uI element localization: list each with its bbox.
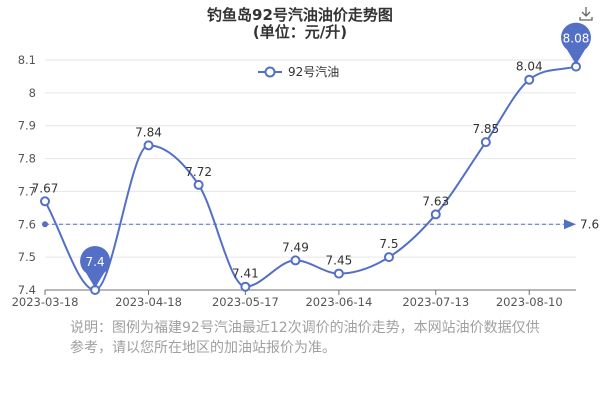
data-point <box>240 281 251 292</box>
x-tick-label: 2023-06-14 <box>305 295 372 309</box>
data-point <box>524 74 535 85</box>
data-label: 7.41 <box>232 267 259 281</box>
data-point <box>430 209 441 220</box>
x-tick-label: 2023-07-13 <box>402 295 469 309</box>
chart-subtitle: (单位：元/升) <box>253 23 347 41</box>
download-icon[interactable] <box>578 6 594 22</box>
y-tick-label: 8 <box>29 86 36 100</box>
data-labels-group: 7.67 7.84 7.72 7.41 7.49 7.45 7.5 7.63 7.85 8.04 <box>32 60 543 281</box>
min-pin-label: 7.4 <box>86 255 105 269</box>
series-line <box>44 65 577 292</box>
data-point <box>290 255 301 266</box>
max-pin: 8.08 <box>561 22 592 65</box>
average-line-arrow <box>564 219 576 230</box>
average-line-label: 7.6 <box>580 217 599 231</box>
data-point <box>333 268 344 279</box>
max-pin-shape <box>561 22 592 65</box>
legend[interactable]: 92号汽油 <box>258 64 339 79</box>
data-label: 7.85 <box>472 122 499 136</box>
y-tick-label: 7.6 <box>18 217 36 231</box>
y-tick-label: 7.8 <box>18 152 36 166</box>
data-point <box>480 137 491 148</box>
series-group <box>40 61 581 295</box>
legend-marker <box>264 66 276 78</box>
data-label: 8.04 <box>516 60 543 74</box>
y-tick-label: 7.9 <box>18 119 36 133</box>
x-tick-label: 2023-03-18 <box>12 295 79 309</box>
axes: 7.4 7.5 7.6 7.7 7.8 7.9 8 8.1 2023-03-18 2023-04-… <box>12 53 576 309</box>
average-line-group: 7.6 <box>42 217 599 231</box>
grid <box>45 59 576 258</box>
data-label: 7.72 <box>185 165 212 179</box>
data-label: 7.5 <box>379 237 398 251</box>
data-label: 7.45 <box>326 254 353 268</box>
chart-title: 钓鱼岛92号汽油油价走势图 <box>207 6 393 24</box>
x-tick-label: 2023-04-18 <box>115 295 182 309</box>
y-tick-label: 7.5 <box>18 250 36 264</box>
y-tick-label: 8.1 <box>18 53 36 67</box>
data-label: 7.63 <box>422 194 449 208</box>
legend-label: 92号汽油 <box>288 64 339 79</box>
data-point <box>143 140 154 151</box>
data-label: 7.84 <box>135 125 162 139</box>
y-tick-label: 7.4 <box>18 283 36 297</box>
y-tick-label: 7.7 <box>18 184 36 198</box>
x-tick-label: 2023-05-17 <box>212 295 279 309</box>
data-label: 7.67 <box>32 181 59 195</box>
x-tick-label: 2023-08-10 <box>496 295 563 309</box>
chart-note: 说明：图例为福建92号汽油最近12次调价的油价走势，本网站油价数据仅供参考，请以… <box>70 320 540 356</box>
min-pin: 7.4 <box>80 246 111 288</box>
pins-group: 8.08 7.4 <box>80 22 592 288</box>
data-point <box>40 196 50 207</box>
data-point <box>383 252 394 263</box>
max-pin-label: 8.08 <box>563 32 590 46</box>
min-pin-shape <box>80 246 111 288</box>
data-point <box>193 179 204 190</box>
data-label: 7.49 <box>282 240 309 254</box>
